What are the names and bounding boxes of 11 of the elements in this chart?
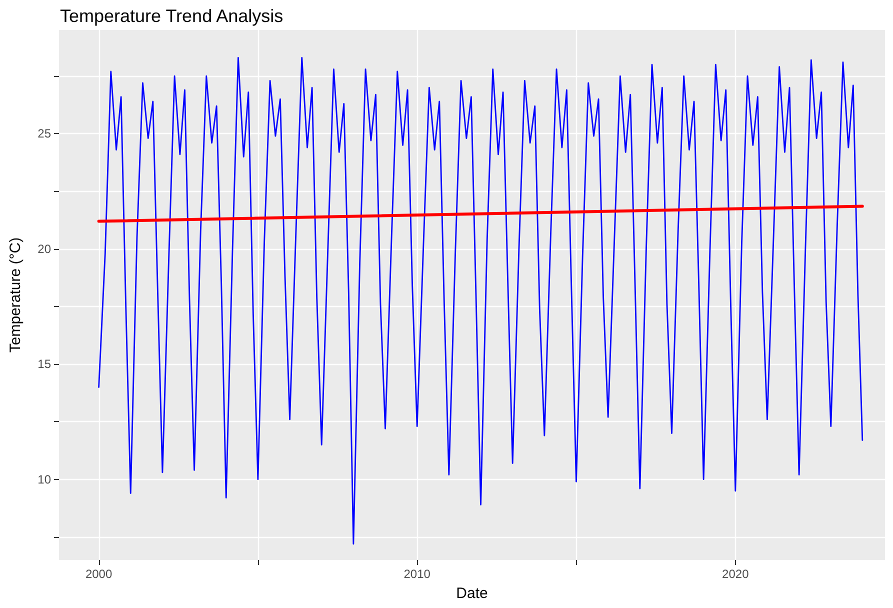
y-axis-title: Temperature (°C) bbox=[7, 237, 24, 353]
y-tick-label: 15 bbox=[38, 357, 52, 372]
x-tick-label: 2020 bbox=[722, 567, 750, 581]
y-tick-label: 20 bbox=[38, 242, 52, 256]
y-tick-label: 10 bbox=[38, 472, 52, 486]
x-tick-label: 2010 bbox=[404, 567, 431, 581]
chart-title: Temperature Trend Analysis bbox=[60, 6, 284, 26]
y-tick-label: 25 bbox=[38, 126, 52, 141]
x-tick-label: 2000 bbox=[85, 567, 112, 581]
x-axis-title: Date bbox=[456, 585, 488, 602]
line-series bbox=[98, 56, 864, 545]
